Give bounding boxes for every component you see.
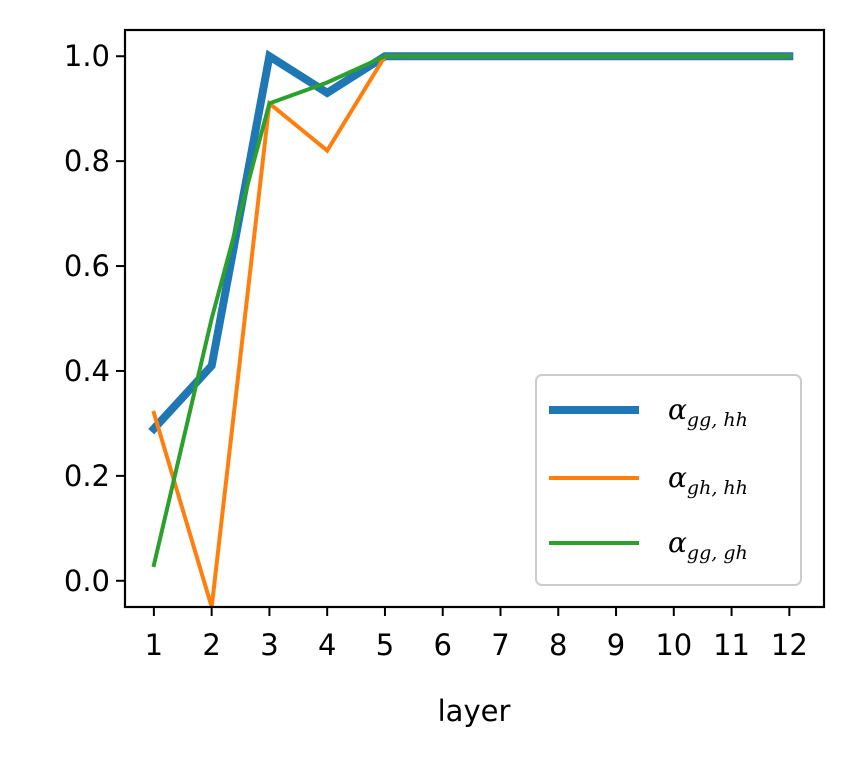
legend-entry: αgh, hh: [668, 461, 748, 499]
legend: αgg, hh αgh, hh αgg, gh: [535, 374, 802, 586]
y-tick-label: 0.8: [64, 144, 110, 178]
y-tick-label: 0.4: [64, 354, 110, 388]
x-tick-label: 8: [549, 628, 567, 662]
x-tick-label: 1: [145, 628, 163, 662]
series-line-2: [151, 54, 792, 568]
x-tick-label: 5: [376, 628, 394, 662]
x-tick-label: 7: [491, 628, 509, 662]
x-axis-label: layer: [438, 694, 511, 728]
plot-frame: [123, 28, 826, 609]
y-tick-label: 0.6: [64, 249, 110, 283]
y-tick-label: 0.2: [64, 459, 110, 493]
y-tick-label: 1.0: [64, 39, 110, 73]
legend-box: [535, 374, 802, 586]
x-tick-label: 2: [202, 628, 220, 662]
x-tick-label: 11: [713, 628, 750, 662]
x-tick-label: 9: [607, 628, 625, 662]
y-axis: 0.0 0.2 0.4 0.6 0.8 1.0: [64, 39, 125, 598]
legend-entry: αgg, hh: [668, 393, 748, 431]
x-tick-label: 12: [771, 628, 808, 662]
legend-entry: αgg, gh: [668, 526, 748, 564]
y-tick-label: 0.0: [64, 564, 110, 598]
series-line-0: [148, 49, 794, 435]
x-tick-label: 6: [434, 628, 452, 662]
x-tick-label: 4: [318, 628, 336, 662]
x-tick-label: 10: [655, 628, 692, 662]
series-layer: [148, 49, 794, 607]
x-tick-label: 3: [260, 628, 278, 662]
x-axis: 1 2 3 4 5 6 7 8 9 10 11 12: [145, 607, 808, 662]
